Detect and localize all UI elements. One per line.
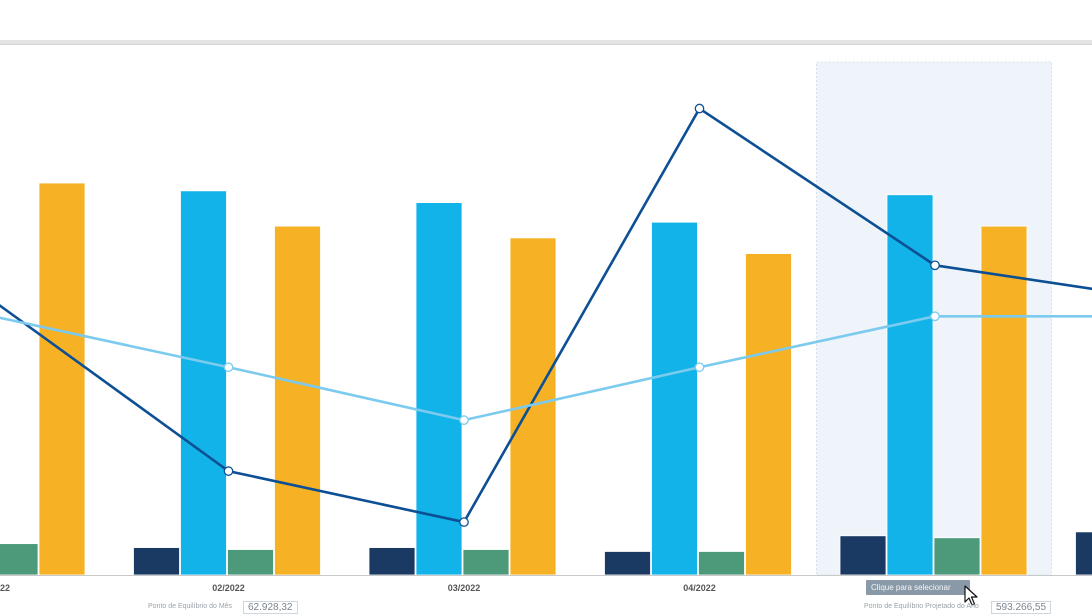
tooltip: Clique para selecionar — [866, 580, 970, 595]
bar-s0-c1 — [133, 547, 180, 576]
line-point-s4-c4 — [930, 260, 940, 271]
line-point-s5-c3 — [694, 362, 705, 373]
bar-s2-c4 — [933, 537, 981, 576]
series-line-4 — [0, 107, 1092, 524]
bar-s0-c5 — [1075, 531, 1092, 576]
bar-s0-c4 — [839, 535, 887, 576]
bar-s2-c1 — [227, 549, 274, 576]
x-tick-label-2: 03/2022 — [448, 583, 481, 593]
line-point-s4-c2 — [459, 517, 469, 527]
x-tick-label-1: 02/2022 — [212, 583, 245, 593]
year-breakeven-label: Ponto de Equilíbrio Projetado do Ano — [864, 603, 979, 610]
bar-s1-c4 — [886, 194, 934, 576]
bar-s1-c1 — [180, 190, 227, 576]
series-line-5 — [0, 314, 1092, 422]
bar-s0-c3 — [604, 551, 651, 576]
year-breakeven-value: 593.266,55 — [991, 601, 1052, 614]
x-tick-label-0: 22 — [0, 583, 10, 593]
month-breakeven-label: Ponto de Equilíbrio do Mês — [148, 603, 233, 610]
bar-s3-c2 — [509, 237, 557, 576]
bar-s3-c4 — [980, 225, 1028, 576]
line-point-s4-c3 — [694, 103, 705, 114]
bar-s3-c3 — [745, 253, 792, 576]
bar-s2-c3 — [698, 551, 745, 576]
bar-s0-c2 — [368, 547, 416, 576]
bar-s3-c0 — [38, 182, 86, 576]
line-point-s5-c2 — [459, 415, 469, 426]
x-tick-label-3: 04/2022 — [683, 583, 716, 593]
line-point-s4-c1 — [223, 466, 234, 476]
bar-s2-c2 — [462, 549, 510, 576]
mouse-pointer-icon — [964, 585, 978, 606]
bar-s2-c0 — [0, 543, 39, 576]
bar-s3-c1 — [274, 225, 321, 576]
bar-s1-c3 — [651, 221, 698, 576]
line-point-s5-c4 — [930, 311, 940, 322]
top-divider — [0, 40, 1092, 45]
month-breakeven-value: 62.928,32 — [243, 601, 298, 614]
line-point-s5-c1 — [223, 362, 234, 373]
